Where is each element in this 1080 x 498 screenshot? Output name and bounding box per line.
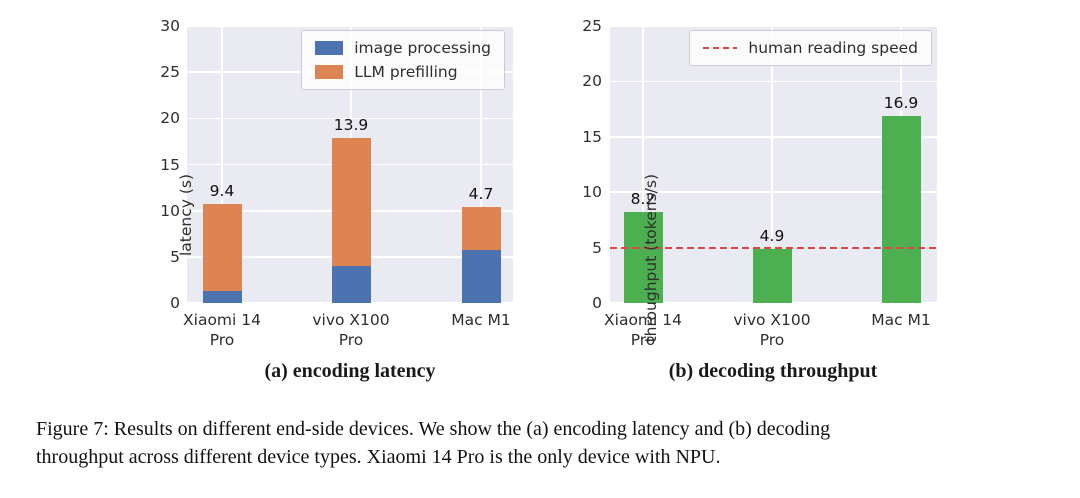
bar-value-label: 9.4: [209, 182, 235, 201]
legend: image processing LLM prefilling: [301, 30, 505, 90]
y-tick-label: 20: [160, 109, 180, 128]
bar-segment: [881, 115, 921, 303]
y-tick-label: 25: [582, 17, 602, 35]
y-tick-label: 5: [592, 238, 602, 257]
x-tick-label: Mac M1: [451, 311, 511, 329]
dashed-line-swatch: [703, 46, 738, 50]
caption-line-1: Figure 7: Results on different end-side …: [36, 418, 831, 440]
gridline: [642, 26, 644, 303]
panel-a-title: (a) encoding latency: [264, 360, 436, 382]
gridline: [221, 26, 223, 303]
y-tick-label: 20: [582, 72, 602, 91]
panel-b-title: (b) decoding throughput: [668, 360, 878, 382]
caption-line-2: throughput across different device types…: [36, 446, 721, 469]
y-tick-label: 0: [170, 294, 180, 312]
bar-value-label: 4.9: [759, 226, 785, 245]
gridline: [610, 136, 937, 138]
y-axis-label: latency (s): [177, 173, 196, 256]
legend-item: image processing: [315, 39, 491, 57]
gridline: [610, 191, 937, 194]
decoding-throughput-chart: 8.2 4.9 16.9 human reading speed 0 5 10 15 20 25 X…: [540, 0, 1080, 400]
y-tick-label: 10: [160, 201, 180, 220]
legend-item: LLM prefilling: [315, 63, 491, 81]
x-tick-label: Xiaomi 14 Pro: [183, 311, 261, 350]
bar-segment: [623, 212, 663, 303]
bar-segment: [331, 137, 371, 267]
gridline: [187, 117, 513, 120]
y-tick-label: 15: [160, 155, 180, 174]
y-axis-label: throughput (tokens/s): [642, 173, 661, 342]
legend-label: image processing: [354, 39, 491, 57]
y-tick-label: 0: [592, 294, 602, 312]
x-tick-label: vivo X100 Pro: [312, 311, 390, 350]
bar-segment: [202, 204, 242, 291]
gridline: [610, 26, 937, 27]
gridline: [187, 26, 513, 27]
bar-value-label: 13.9: [333, 115, 369, 134]
gridline: [610, 80, 937, 83]
gridline: [771, 26, 773, 303]
figure-caption: Figure 7: Results on different end-side …: [36, 415, 1044, 472]
legend: human reading speed: [689, 30, 932, 66]
legend-item: human reading speed: [703, 39, 918, 57]
y-tick-label: 5: [170, 247, 180, 266]
x-tick-label: vivo X100 Pro: [733, 311, 811, 350]
legend-label: human reading speed: [748, 39, 918, 57]
legend-color-swatch: [315, 65, 344, 79]
x-tick-label: Mac M1: [871, 311, 931, 329]
gridline: [480, 26, 482, 303]
bar-segment: [331, 266, 371, 303]
bar-value-label: 4.7: [468, 184, 494, 203]
y-tick-label: 10: [582, 183, 602, 202]
plot-area: 8.2 4.9 16.9 human reading speed: [610, 26, 937, 303]
bar-segment: [752, 248, 792, 303]
x-tick-label: Xiaomi 14 Pro: [604, 311, 682, 350]
y-tick-label: 15: [582, 127, 602, 146]
bar-segment: [461, 206, 501, 251]
bar-value-label: 8.2: [630, 190, 656, 209]
bar-value-label: 16.9: [883, 93, 919, 112]
reference-line: [610, 246, 937, 249]
bar-segment: [202, 291, 242, 303]
legend-color-swatch: [315, 41, 344, 55]
bar-segment: [461, 250, 501, 303]
legend-label: LLM prefilling: [354, 63, 458, 81]
y-tick-label: 30: [160, 17, 180, 35]
y-tick-label: 25: [160, 63, 180, 82]
